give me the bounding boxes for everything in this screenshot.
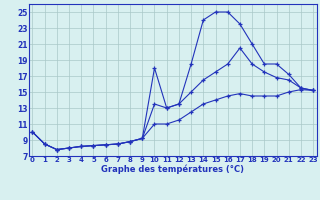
X-axis label: Graphe des températures (°C): Graphe des températures (°C): [101, 165, 244, 174]
